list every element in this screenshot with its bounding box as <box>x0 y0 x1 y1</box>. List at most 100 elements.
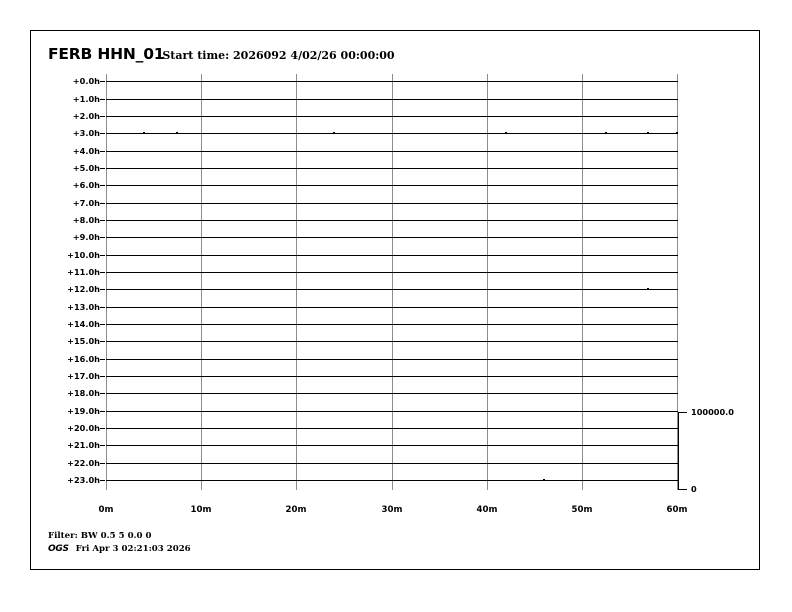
trace-baseline <box>106 393 678 394</box>
x-axis-tick-label: 30m <box>381 505 403 515</box>
y-axis-tick-label: +6.0h <box>72 180 100 190</box>
y-axis-tick <box>100 445 105 446</box>
plot-right-rail <box>677 74 678 490</box>
start-time-label: Start time: 2026092 4/02/26 00:00:00 <box>162 49 395 62</box>
trace-baseline <box>106 133 678 134</box>
trace-baseline <box>106 445 678 446</box>
trace-event-marker <box>647 132 649 134</box>
trace-baseline <box>106 203 678 204</box>
trace-baseline <box>106 99 678 100</box>
y-axis-tick <box>100 116 105 117</box>
y-axis-tick <box>100 255 105 256</box>
y-axis-tick-label: +15.0h <box>67 336 100 346</box>
y-axis-tick <box>100 393 105 394</box>
x-gridline <box>487 74 488 490</box>
trace-baseline <box>106 307 678 308</box>
y-axis-tick-label: +16.0h <box>67 354 100 364</box>
x-gridline <box>582 74 583 490</box>
x-axis-labels: 0m 10m 20m 30m 40m 50m 60m <box>99 505 688 519</box>
y-axis-tick-label: +1.0h <box>72 94 100 104</box>
x-axis-tick-label: 10m <box>190 505 212 515</box>
trace-baseline <box>106 289 678 290</box>
x-gridline <box>296 74 297 490</box>
filter-label: Filter: BW 0.5 5 0.0 0 <box>48 531 152 541</box>
y-axis-tick <box>100 289 105 290</box>
y-axis-tick-label: +9.0h <box>72 232 100 242</box>
y-axis-tick <box>100 151 105 152</box>
trace-baseline <box>106 324 678 325</box>
trace-baseline <box>106 185 678 186</box>
y-axis-tick-label: +12.0h <box>67 284 100 294</box>
trace-baseline <box>106 411 678 412</box>
y-axis-tick <box>100 220 105 221</box>
trace-event-marker <box>505 132 507 134</box>
y-axis-tick <box>100 203 105 204</box>
x-gridline <box>392 74 393 490</box>
y-axis-tick <box>100 168 105 169</box>
x-axis-tick-label: 60m <box>666 505 688 515</box>
y-axis-tick <box>100 428 105 429</box>
scale-bar-stem <box>678 412 679 490</box>
y-axis-tick-label: +20.0h <box>67 423 100 433</box>
y-axis-tick <box>100 341 105 342</box>
y-axis-tick <box>100 411 105 412</box>
y-axis-labels: +0.0h +1.0h +2.0h +3.0h +4.0h +5.0h +6.0h +7.0h… <box>48 74 100 490</box>
y-axis-tick-label: +13.0h <box>67 302 100 312</box>
trace-plot-area <box>106 74 678 490</box>
trace-event-marker <box>143 132 145 134</box>
trace-baseline <box>106 220 678 221</box>
x-axis-tick-label: 0m <box>98 505 114 515</box>
trace-baseline <box>106 237 678 238</box>
y-axis-tick <box>100 237 105 238</box>
trace-baseline <box>106 376 678 377</box>
trace-event-marker <box>333 132 335 134</box>
trace-event-marker <box>605 132 607 134</box>
amplitude-scale-bar: 100000.0 0 <box>678 407 734 494</box>
y-axis-tick-label: +0.0h <box>72 76 100 86</box>
trace-baseline <box>106 168 678 169</box>
credit-line: OGS Fri Apr 3 02:21:03 2026 <box>48 543 448 555</box>
page-border <box>30 30 760 570</box>
trace-baseline <box>106 151 678 152</box>
x-axis-tick-label: 40m <box>476 505 498 515</box>
x-axis-tick-label: 50m <box>571 505 593 515</box>
y-axis-tick-label: +14.0h <box>67 319 100 329</box>
y-axis-tick <box>100 272 105 273</box>
scale-bar-max-label: 100000.0 <box>691 407 734 417</box>
trace-baseline <box>106 359 678 360</box>
trace-event-marker <box>543 479 545 481</box>
y-axis-tick-label: +17.0h <box>67 371 100 381</box>
chart-header: FERB HHN_01Start time: 2026092 4/02/26 0… <box>48 44 395 64</box>
y-axis-tick-label: +18.0h <box>67 388 100 398</box>
trace-baseline <box>106 255 678 256</box>
trace-baseline <box>106 463 678 464</box>
y-axis-tick-label: +11.0h <box>67 267 100 277</box>
y-axis-tick <box>100 324 105 325</box>
y-axis-tick <box>100 359 105 360</box>
trace-baseline <box>106 272 678 273</box>
y-axis-tick-label: +5.0h <box>72 163 100 173</box>
y-axis-tick <box>100 185 105 186</box>
trace-event-marker <box>176 132 178 134</box>
y-axis-tick <box>100 307 105 308</box>
trace-baseline <box>106 428 678 429</box>
trace-baseline <box>106 480 678 481</box>
station-channel-title: FERB HHN_01 <box>48 45 165 63</box>
trace-event-marker <box>647 288 649 290</box>
y-axis-tick <box>100 463 105 464</box>
trace-event-marker <box>676 132 678 134</box>
y-axis-tick <box>100 480 105 481</box>
y-axis-tick-label: +3.0h <box>72 128 100 138</box>
y-axis-tick-label: +19.0h <box>67 406 100 416</box>
y-axis-tick-label: +10.0h <box>67 250 100 260</box>
organization-label: OGS <box>48 544 69 554</box>
y-axis-tick-label: +22.0h <box>67 458 100 468</box>
scale-bar-top-cap <box>678 412 687 413</box>
chart-footer: Filter: BW 0.5 5 0.0 0 OGS Fri Apr 3 02:2… <box>48 530 448 555</box>
plot-left-rail <box>106 74 107 490</box>
generated-timestamp: Fri Apr 3 02:21:03 2026 <box>75 544 191 554</box>
y-axis-tick-label: +23.0h <box>67 475 100 485</box>
x-gridline <box>201 74 202 490</box>
y-axis-tick <box>100 99 105 100</box>
